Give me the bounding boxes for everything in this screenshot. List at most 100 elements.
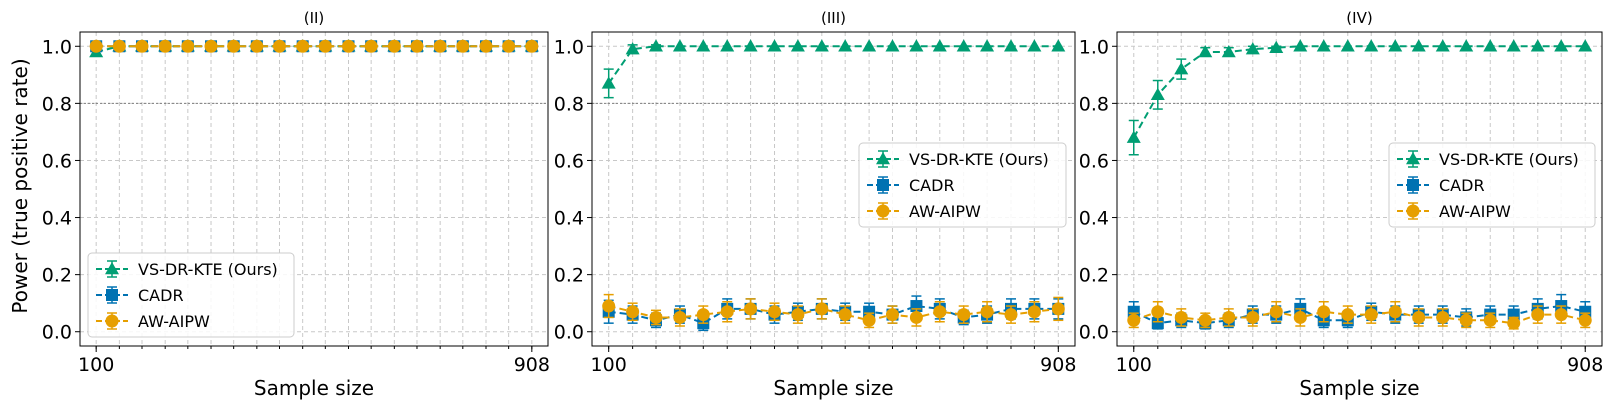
data-point <box>112 39 126 53</box>
y-tick-label: 0.0 <box>554 322 584 344</box>
y-tick-label: 1.0 <box>554 36 584 58</box>
x-tick-label: 908 <box>1040 354 1076 376</box>
data-point <box>1483 313 1497 327</box>
data-point <box>1027 305 1041 319</box>
data-point <box>814 39 829 52</box>
legend: VS-DR-KTE (Ours) CADR AW-AIPW <box>1388 142 1596 228</box>
data-point <box>410 39 424 53</box>
x-tick-label: 100 <box>1116 354 1152 376</box>
data-point <box>1198 313 1212 327</box>
legend-box <box>858 142 1067 228</box>
x-axis-title: Sample size <box>254 376 374 400</box>
data-point <box>1269 305 1283 319</box>
data-point <box>204 39 218 53</box>
data-point <box>838 39 853 52</box>
series-line <box>1132 45 1586 139</box>
data-point <box>1436 310 1450 324</box>
data-point <box>862 39 877 52</box>
legend-label: VS-DR-KTE (Ours) <box>909 150 1049 169</box>
data-point <box>933 305 947 319</box>
data-point <box>1388 305 1402 319</box>
panel-2: 0.0 0.2 0.4 0.6 0.8 1.0 100 908 (III) Sample size… <box>554 9 1077 400</box>
data-point <box>1126 130 1141 143</box>
legend-marker <box>876 204 890 218</box>
data-point <box>1150 87 1165 101</box>
data-point <box>1507 316 1521 330</box>
data-point <box>456 39 470 53</box>
data-point <box>250 39 264 53</box>
data-point <box>1364 308 1378 322</box>
series-line <box>607 45 1059 84</box>
data-point <box>1198 44 1213 58</box>
data-point <box>479 39 493 53</box>
y-tick-label: 0.0 <box>1079 322 1109 344</box>
x-axis-title: Sample size <box>773 376 893 400</box>
panel-title: (IV) <box>1346 9 1372 27</box>
panel-3: 0.0 0.2 0.4 0.6 0.8 1.0 100 908 (IV) Sample size V… <box>1079 9 1604 400</box>
data-point <box>601 76 616 89</box>
data-point <box>1388 39 1403 52</box>
y-tick-label: 0.6 <box>554 150 584 172</box>
panel-title: (III) <box>821 9 846 27</box>
data-point <box>720 39 735 52</box>
data-point <box>1293 39 1308 52</box>
data-point <box>1340 39 1355 52</box>
legend-marker <box>1407 179 1419 191</box>
series-cadr <box>602 295 1065 332</box>
axes-frame <box>79 31 549 347</box>
x-tick-label: 100 <box>591 354 627 376</box>
data-point <box>932 39 947 52</box>
legend: VS-DR-KTE (Ours) CADR AW-AIPW <box>858 142 1067 228</box>
series-vs-dr-kte-ours- <box>601 39 1066 99</box>
data-point <box>502 39 516 53</box>
y-tick-label: 1.0 <box>1079 36 1109 58</box>
data-point <box>1027 39 1042 52</box>
data-point <box>1246 310 1260 324</box>
data-point <box>1411 39 1426 52</box>
y-tick-label: 0.0 <box>42 322 72 344</box>
data-point <box>980 305 994 319</box>
data-point <box>1127 313 1141 327</box>
y-tick-label: 0.4 <box>554 208 584 230</box>
data-point <box>909 39 924 52</box>
axes-frame <box>591 31 1076 347</box>
data-point <box>433 39 447 53</box>
data-point <box>956 39 971 52</box>
data-point <box>1459 313 1473 327</box>
data-point <box>1221 44 1236 58</box>
legend-marker <box>105 314 119 328</box>
data-point <box>696 308 710 322</box>
data-point <box>1151 305 1165 319</box>
data-point <box>696 39 711 52</box>
data-point <box>1483 39 1498 52</box>
x-tick-label: 100 <box>78 354 114 376</box>
data-point <box>862 313 876 327</box>
y-tick-label: 0.8 <box>42 93 72 115</box>
legend-marker <box>105 262 119 275</box>
data-point <box>885 308 899 322</box>
data-point <box>89 39 103 53</box>
legend-label: AW-AIPW <box>909 202 981 221</box>
data-point <box>1531 308 1545 322</box>
data-point <box>525 39 539 53</box>
data-point <box>1317 305 1331 319</box>
legend-box <box>87 252 295 338</box>
y-tick-label: 0.4 <box>1079 208 1109 230</box>
data-point <box>790 39 805 52</box>
data-point <box>673 310 687 324</box>
y-tick-label: 0.6 <box>1079 150 1109 172</box>
legend: VS-DR-KTE (Ours) CADR AW-AIPW <box>87 252 295 338</box>
y-tick-label: 0.8 <box>554 93 584 115</box>
data-point <box>909 310 923 324</box>
data-point <box>980 39 995 52</box>
data-point <box>318 39 332 53</box>
data-point <box>649 310 663 324</box>
series-aw-aipw <box>89 39 539 53</box>
data-point <box>626 305 640 319</box>
data-point <box>342 39 356 53</box>
data-point <box>1051 39 1066 52</box>
data-point <box>791 308 805 322</box>
data-point <box>1293 310 1307 324</box>
data-point <box>602 299 616 313</box>
